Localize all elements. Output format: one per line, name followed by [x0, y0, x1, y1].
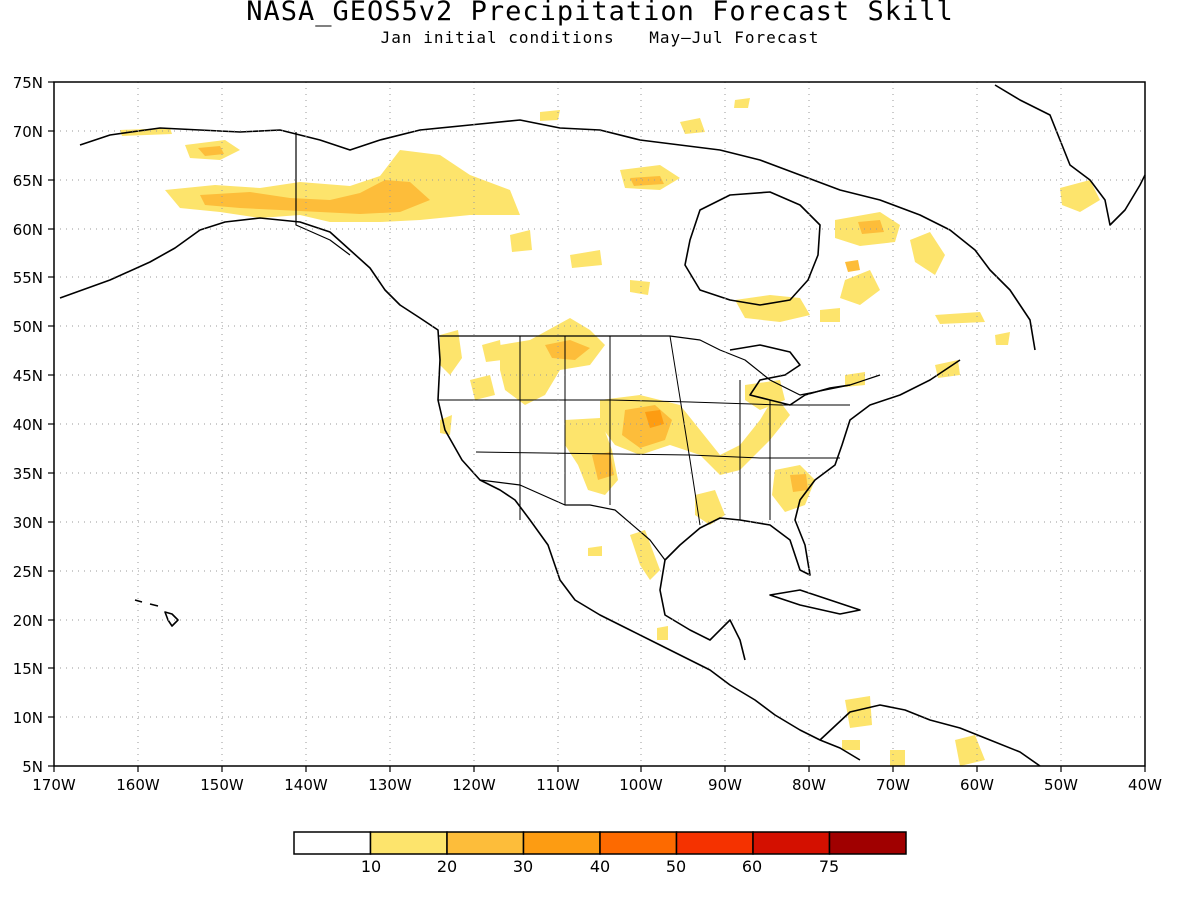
skill-area-quebec	[835, 212, 945, 305]
skill-area-south-america	[842, 696, 985, 766]
colorbar-boxes	[293, 831, 907, 855]
lat-label: 55N	[13, 269, 43, 287]
coastlines	[59, 84, 1146, 767]
map-panel: 75N 70N 65N 60N 55N 50N 45N 40N 35N 30N …	[13, 74, 1162, 794]
subtitle-forecast: May–Jul Forecast	[649, 28, 820, 47]
skill-area-arctic-islands	[540, 98, 750, 134]
colorbar-label: 10	[361, 857, 381, 876]
lat-label: 35N	[13, 465, 43, 483]
us-state-lines	[438, 335, 850, 526]
lon-label: 170W	[32, 776, 76, 794]
lat-label: 70N	[13, 123, 43, 141]
skill-area-idaho	[440, 340, 502, 435]
skill-area-arctic-coast	[120, 128, 172, 136]
coastline-hudson-bay	[684, 191, 821, 306]
skill-area-n-rockies-core	[545, 340, 590, 360]
lat-label: 65N	[13, 172, 43, 190]
lon-label: 120W	[452, 776, 496, 794]
lat-label: 30N	[13, 514, 43, 532]
skill-area-southeast-core	[790, 474, 808, 492]
coastline-great-lakes	[729, 344, 851, 406]
lat-label: 75N	[13, 74, 43, 92]
colorbar-swatch	[752, 831, 831, 855]
lon-label: 100W	[619, 776, 663, 794]
colorbar: 10 20 30 40 50 60 75	[293, 831, 907, 876]
chart-title: NASA_GEOS5v2 Precipitation Forecast Skil…	[246, 0, 954, 27]
colorbar-swatch	[446, 831, 525, 855]
lon-label: 130W	[368, 776, 412, 794]
colorbar-swatch	[293, 831, 372, 855]
lat-label: 45N	[13, 367, 43, 385]
coastline-west	[59, 217, 861, 761]
lon-labels: 170W 160W 150W 140W 130W 120W 110W 100W …	[32, 776, 1162, 794]
skill-area-labrador	[935, 312, 1010, 345]
colorbar-swatch	[522, 831, 601, 855]
lat-label: 60N	[13, 221, 43, 239]
gridlines	[54, 82, 1145, 766]
skill-area-nunavut-core	[630, 176, 664, 186]
skill-area-pacific-nw	[440, 330, 495, 400]
axis-ticks	[48, 81, 1146, 772]
coastline-arctic	[79, 119, 1036, 351]
lon-label: 110W	[536, 776, 580, 794]
lon-label: 50W	[1044, 776, 1078, 794]
lat-label: 10N	[13, 709, 43, 727]
coastline-cuba	[769, 589, 861, 615]
colorbar-label: 40	[590, 857, 610, 876]
colorbar-swatch	[369, 831, 448, 855]
lat-labels: 75N 70N 65N 60N 55N 50N 45N 40N 35N 30N …	[13, 74, 43, 776]
coastline-greenland	[994, 84, 1146, 226]
skill-area-nw-alaska-core	[198, 146, 224, 156]
coastline-east	[659, 359, 961, 661]
skill-area-mexico	[588, 530, 668, 640]
coastline-south-america	[819, 704, 1041, 767]
skill-area-n-rockies	[500, 318, 605, 405]
lon-label: 60W	[960, 776, 994, 794]
skill-area-quebec-core	[845, 220, 884, 272]
colorbar-label: 50	[666, 857, 686, 876]
lat-label: 25N	[13, 563, 43, 581]
subtitle-init: Jan initial conditions	[380, 28, 615, 47]
colorbar-swatch	[599, 831, 678, 855]
lon-label: 150W	[200, 776, 244, 794]
lat-label: 40N	[13, 416, 43, 434]
lat-label: 50N	[13, 318, 43, 336]
lon-label: 160W	[116, 776, 160, 794]
lat-label: 20N	[13, 612, 43, 630]
border-us-canada	[438, 335, 881, 396]
skill-area-southeast	[695, 465, 815, 525]
skill-shading	[120, 98, 1100, 766]
colorbar-label: 30	[513, 857, 533, 876]
skill-area-greenland	[1060, 180, 1100, 212]
lat-label: 5N	[22, 758, 43, 776]
lon-label: 140W	[284, 776, 328, 794]
lon-label: 90W	[708, 776, 742, 794]
skill-area-ontario	[735, 295, 840, 322]
colorbar-swatch	[828, 831, 907, 855]
colorbar-swatch	[675, 831, 754, 855]
border-alaska	[295, 132, 351, 256]
colorbar-label: 20	[437, 857, 457, 876]
skill-area-kansas-max	[645, 410, 664, 428]
colorbar-label: 60	[742, 857, 762, 876]
lon-label: 80W	[792, 776, 826, 794]
skill-area-prairies	[510, 230, 650, 295]
skill-area-alaska-core	[200, 180, 430, 214]
colorbar-label: 75	[819, 857, 839, 876]
skill-area-southwest-core	[592, 452, 614, 480]
lon-label: 70W	[876, 776, 910, 794]
chart-subtitle: Jan initial conditions May–Jul Forecast	[0, 28, 1200, 47]
coastline-hawaii	[134, 599, 179, 627]
colorbar-labels: 10 20 30 40 50 60 75	[361, 857, 839, 876]
skill-area-great-lakes	[745, 360, 960, 410]
lat-label: 15N	[13, 660, 43, 678]
lon-label: 40W	[1128, 776, 1162, 794]
